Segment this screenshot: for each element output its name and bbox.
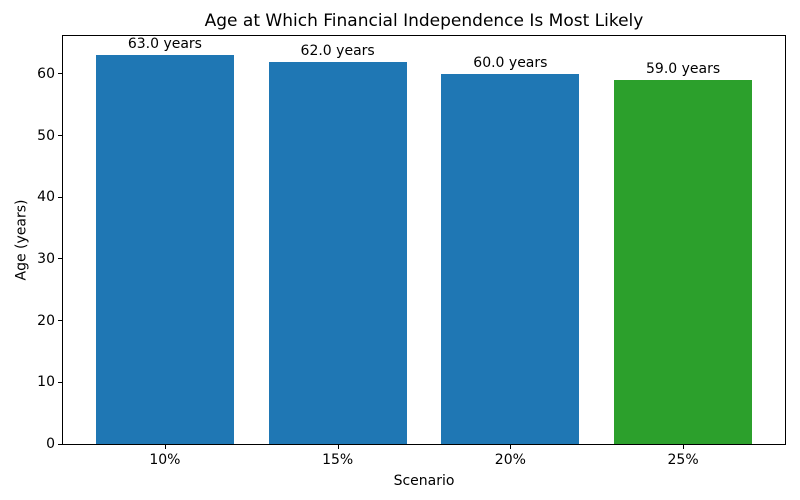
y-tick-mark [58,381,62,383]
y-tick-label: 30 [37,250,55,267]
bar-25% [614,80,753,444]
bar-value-label: 62.0 years [300,42,375,59]
y-tick-label: 0 [46,436,55,452]
x-tick-mark [164,445,166,449]
bar-15% [268,61,407,444]
y-tick-mark [58,443,62,445]
x-tick-mark [337,445,339,449]
x-tick-label: 25% [667,452,699,468]
x-tick-label: 15% [322,452,354,468]
y-axis-label: Age (years) [13,199,30,281]
plot-area: 63.0 years 62.0 years 60.0 years 59.0 years [62,35,786,445]
x-tick-label: 20% [494,452,526,468]
x-axis-label: Scenario [393,473,455,489]
bar-10% [95,55,234,444]
y-tick-mark [58,258,62,260]
y-tick-mark [58,320,62,322]
y-tick-mark [58,196,62,198]
x-tick-mark [510,445,512,449]
y-tick-mark [58,73,62,75]
y-tick-label: 40 [37,189,55,206]
bar-value-label: 60.0 years [473,54,548,71]
y-tick-label: 60 [37,65,55,82]
bar-value-label: 59.0 years [646,61,721,78]
bar-value-label: 63.0 years [127,36,202,53]
x-tick-mark [683,445,685,449]
bar-20% [441,73,580,444]
y-tick-label: 50 [37,127,55,144]
y-tick-label: 10 [37,374,55,391]
x-tick-label: 10% [149,452,181,468]
y-tick-mark [58,135,62,137]
y-tick-label: 20 [37,312,55,329]
chart-title: Age at Which Financial Independence Is M… [204,11,644,31]
